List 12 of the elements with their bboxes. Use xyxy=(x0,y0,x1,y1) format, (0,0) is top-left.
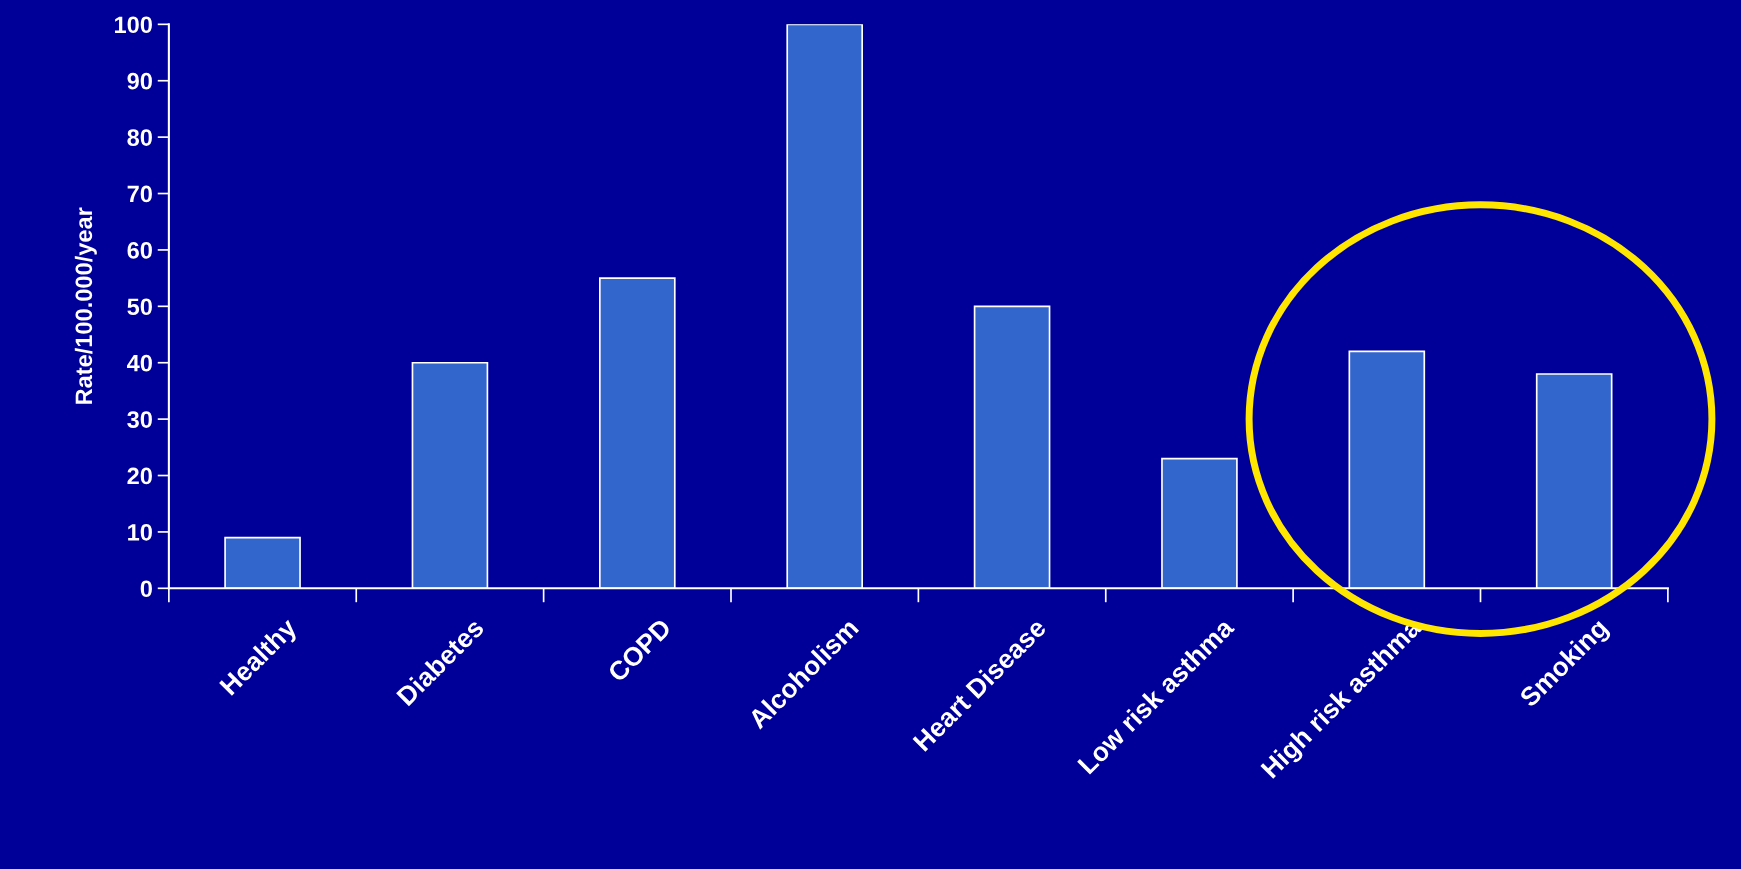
y-tick-label: 80 xyxy=(127,129,152,146)
y-tick-label: 60 xyxy=(127,241,152,259)
y-tick-label: 90 xyxy=(127,72,152,90)
y-tick-label: 20 xyxy=(127,467,152,485)
y-axis-title: Rate/100.000/year xyxy=(74,207,97,404)
y-tick-label: 50 xyxy=(127,298,152,316)
y-tick-label: 40 xyxy=(127,354,152,372)
y-tick-label: 70 xyxy=(127,185,152,203)
y-tick-label: 10 xyxy=(128,523,152,541)
y-tick-label: 100 xyxy=(115,16,152,34)
y-tick-label: 30 xyxy=(127,411,152,428)
y-tick-label: 0 xyxy=(140,580,152,598)
